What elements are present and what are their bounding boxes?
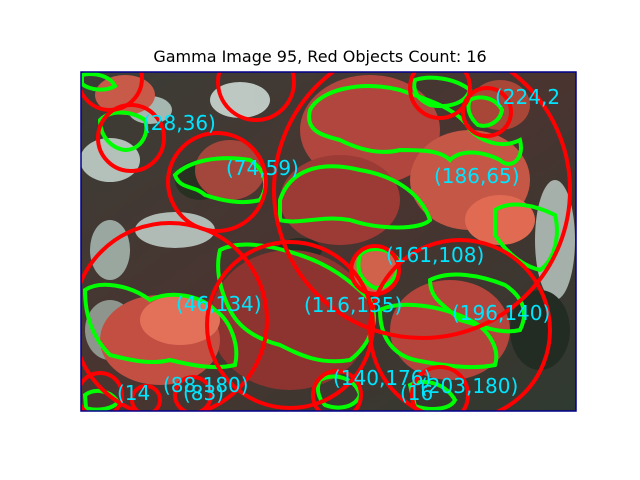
label-layer: (28,36) (74,59) (186,65) (224,2 (161,108… [117,85,560,405]
detection-label: (224,2 [495,85,560,109]
contour-path [81,72,118,92]
detection-circle [205,240,375,410]
detection-label: (28,36) [143,111,216,135]
contour-path [172,156,268,205]
detection-circle [272,72,572,340]
contour-path [427,272,526,334]
detection-circle [368,238,552,411]
detection-label: (46,134) [176,292,262,316]
detection-label: (186,65) [434,164,520,188]
image-layer: (28,36) (74,59) (186,65) (224,2 (161,108… [81,72,576,411]
figure-title: Gamma Image 95, Red Objects Count: 16 [153,47,487,66]
detection-label: (116,135) [304,293,402,317]
detection-label: (74,59) [226,156,299,180]
detection-circle [81,221,269,411]
detection-label: (88,180) [163,373,249,397]
detection-circle [81,72,144,112]
detection-circle [461,86,513,138]
detection-circle [81,371,124,411]
detection-circle [173,375,213,411]
green-contours [81,72,559,411]
detection-label: (16 [400,381,433,405]
detection-circle [408,72,472,120]
detection-label: (196,140) [452,301,550,325]
detection-label: (14 [117,381,150,405]
contour-path [278,164,433,230]
contour-path [377,302,499,370]
detection-circle [410,365,470,411]
contour-path [216,242,376,364]
detection-label: (83) [183,381,224,405]
contour-path [307,84,523,166]
contour-path [466,95,505,128]
detection-circle [166,131,268,233]
detection-label: (203,180) [420,374,518,398]
contour-path [356,247,401,291]
detection-label: (140,176) [333,366,431,390]
detection-circle [216,72,296,122]
detection-circle [311,369,363,411]
detection-circle [130,384,162,411]
contour-path [412,75,473,109]
contour-path [407,380,458,411]
contour-path [82,282,239,370]
red-circles [81,72,572,411]
axes-frame [80,71,577,412]
contour-path [315,374,363,410]
contour-path [97,110,149,153]
detection-circle [96,103,166,173]
detection-label: (161,108) [386,243,484,267]
